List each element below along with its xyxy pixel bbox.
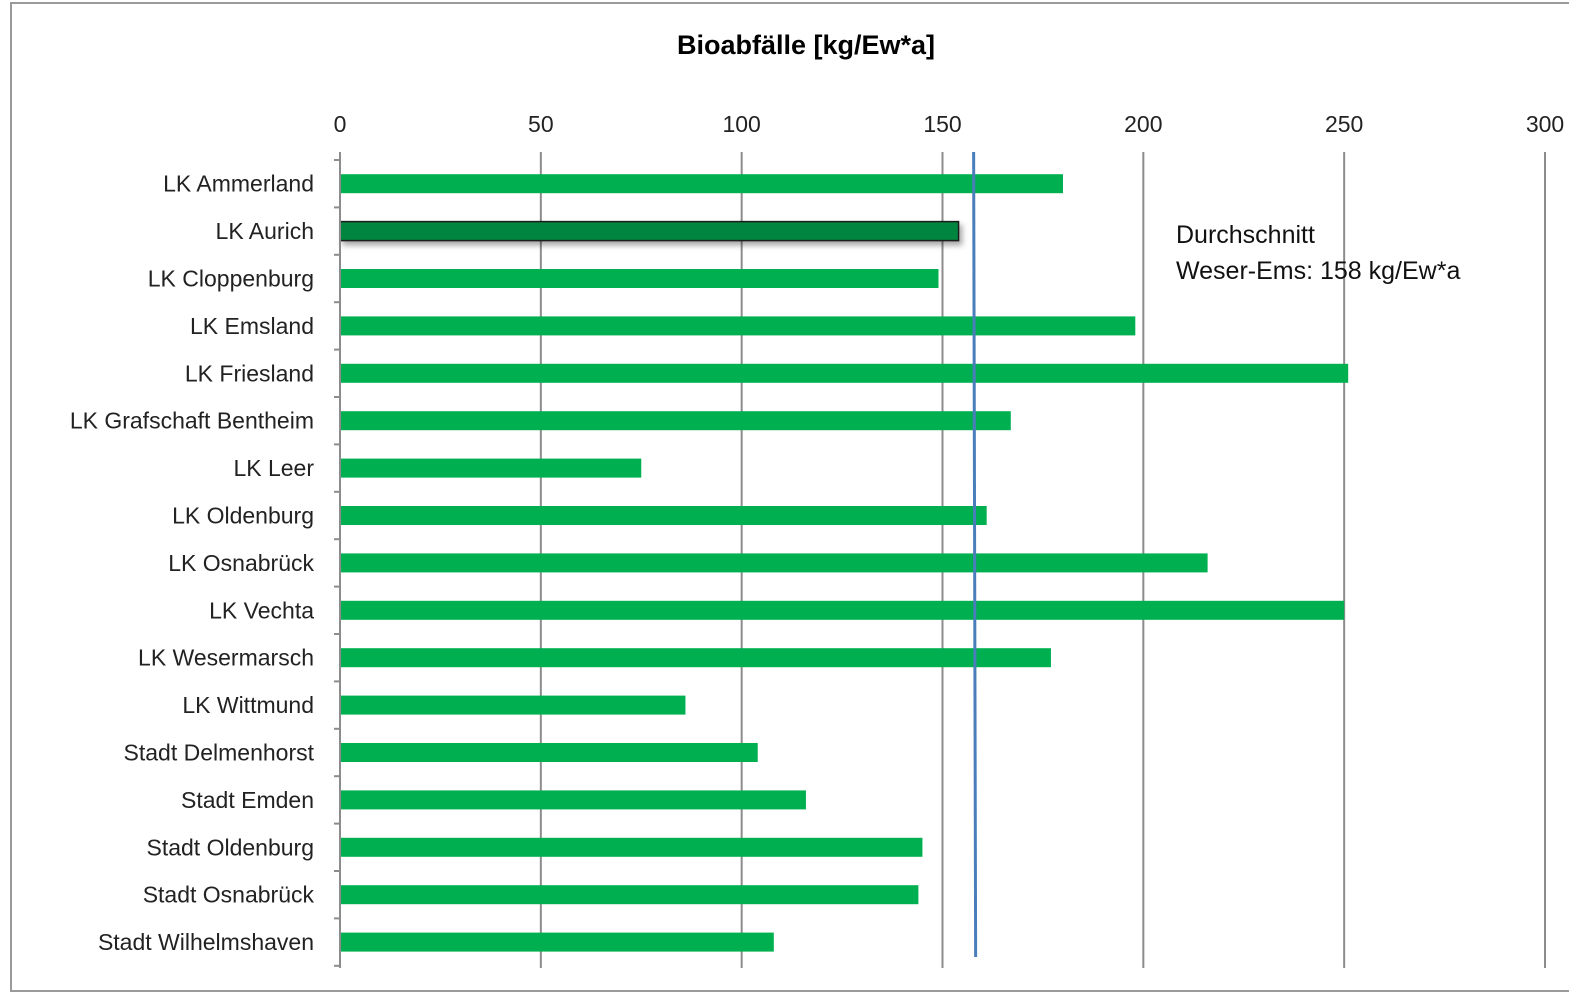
category-label: LK Cloppenburg bbox=[148, 266, 314, 292]
category-label: Stadt Oldenburg bbox=[146, 834, 314, 860]
category-label: LK Friesland bbox=[185, 360, 314, 386]
bar bbox=[340, 174, 1063, 194]
annotation-line2: Weser-Ems: 158 kg/Ew*a bbox=[1176, 257, 1460, 285]
x-tick-label: 100 bbox=[722, 111, 760, 137]
bar bbox=[340, 506, 987, 525]
x-tick-label: 0 bbox=[334, 111, 347, 137]
bars bbox=[339, 174, 1349, 952]
bar bbox=[340, 411, 1011, 431]
bar bbox=[340, 269, 939, 288]
x-tick-label: 300 bbox=[1526, 111, 1564, 137]
category-label: LK Osnabrück bbox=[168, 550, 314, 576]
bar bbox=[340, 885, 919, 905]
y-axis bbox=[334, 152, 341, 968]
category-label: LK Aurich bbox=[216, 218, 314, 244]
bar bbox=[340, 743, 758, 762]
bar bbox=[340, 600, 1345, 620]
category-label: LK Emsland bbox=[190, 313, 314, 339]
category-label: LK Wesermarsch bbox=[138, 645, 314, 671]
chart-title: Bioabfälle [kg/Ew*a] bbox=[677, 30, 935, 60]
bar bbox=[340, 837, 923, 857]
bar bbox=[340, 695, 686, 715]
category-label: LK Wittmund bbox=[182, 692, 314, 718]
bar bbox=[340, 363, 1349, 383]
x-tick-label: 250 bbox=[1325, 111, 1363, 137]
category-label: Stadt Osnabrück bbox=[143, 882, 315, 908]
chart-frame bbox=[10, 2, 1569, 992]
average-annotation: Durchschnitt Weser-Ems: 158 kg/Ew*a bbox=[1176, 221, 1460, 285]
category-label: LK Grafschaft Bentheim bbox=[70, 408, 314, 434]
category-label: LK Ammerland bbox=[163, 171, 314, 197]
bar-highlighted bbox=[339, 220, 960, 242]
bar bbox=[340, 790, 806, 810]
bar bbox=[340, 458, 642, 478]
bar bbox=[340, 316, 1136, 336]
average-reference-line bbox=[972, 151, 978, 958]
category-label: LK Oldenburg bbox=[172, 503, 314, 529]
category-label: Stadt Delmenhorst bbox=[124, 740, 315, 766]
category-label: Stadt Wilhelmshaven bbox=[98, 929, 314, 955]
bar bbox=[340, 648, 1051, 668]
reference-line bbox=[972, 151, 978, 958]
bar bbox=[340, 932, 774, 952]
bar bbox=[340, 553, 1208, 573]
annotation-line1: Durchschnitt bbox=[1176, 221, 1315, 249]
category-labels: LK Ammerland LK Aurich LK Cloppenburg LK Em… bbox=[70, 171, 315, 955]
x-axis-ticks: 0 50 100 150 200 250 300 bbox=[334, 111, 1565, 137]
category-label: LK Leer bbox=[233, 455, 314, 481]
category-label: Stadt Emden bbox=[181, 787, 314, 813]
x-tick-label: 150 bbox=[923, 111, 961, 137]
x-tick-label: 200 bbox=[1124, 111, 1162, 137]
x-tick-label: 50 bbox=[528, 111, 554, 137]
category-label: LK Vechta bbox=[209, 597, 314, 623]
